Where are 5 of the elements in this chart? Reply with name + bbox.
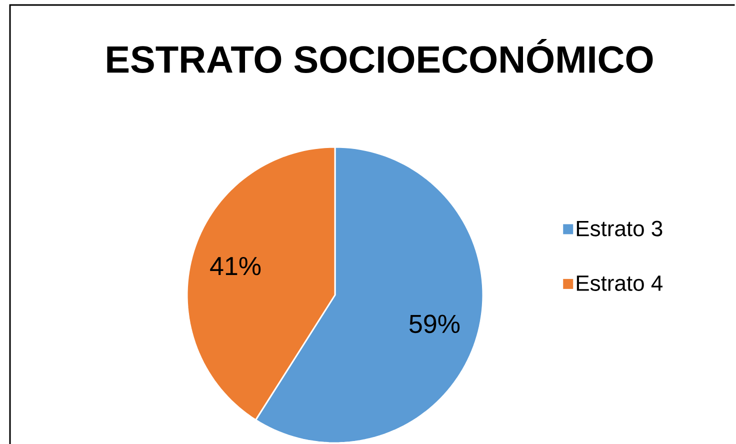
chart-title: ESTRATO SOCIOECONÓMICO	[107, 38, 653, 74]
data-label: 59%	[410, 314, 460, 334]
legend-label: Estrato 3	[576, 220, 662, 236]
legend-label: Estrato 4	[576, 276, 662, 291]
data-label: 41%	[210, 256, 261, 276]
